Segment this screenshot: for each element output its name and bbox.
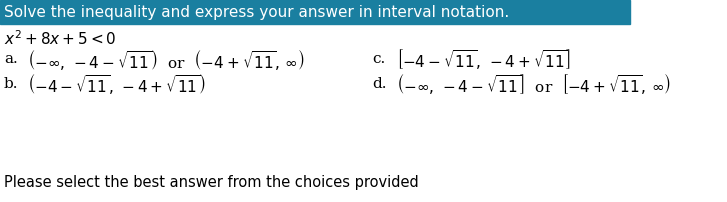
Text: Solve the inequality and express your answer in interval notation.: Solve the inequality and express your an… bbox=[4, 4, 509, 20]
Text: $\left(-4-\sqrt{11},\,-4+\sqrt{11}\right)$: $\left(-4-\sqrt{11},\,-4+\sqrt{11}\right… bbox=[27, 72, 205, 97]
Text: $\left(-\infty,\,-4-\sqrt{11}\right]$  or  $\left[-4+\sqrt{11},\,\infty\right)$: $\left(-\infty,\,-4-\sqrt{11}\right]$ or… bbox=[396, 72, 671, 97]
Text: $\left[-4-\sqrt{11},\,-4+\sqrt{11}\right]$: $\left[-4-\sqrt{11},\,-4+\sqrt{11}\right… bbox=[396, 47, 571, 71]
Text: d.: d. bbox=[372, 77, 387, 91]
Text: a.: a. bbox=[4, 52, 17, 66]
Text: $x^2 + 8x + 5 < 0$: $x^2 + 8x + 5 < 0$ bbox=[4, 30, 116, 48]
Text: b.: b. bbox=[4, 77, 18, 91]
Text: c.: c. bbox=[372, 52, 385, 66]
Text: $\left(-\infty,\,-4-\sqrt{11}\right)$  or  $\left(-4+\sqrt{11},\,\infty\right)$: $\left(-\infty,\,-4-\sqrt{11}\right)$ or… bbox=[27, 46, 305, 72]
FancyBboxPatch shape bbox=[0, 0, 630, 24]
Text: Please select the best answer from the choices provided: Please select the best answer from the c… bbox=[4, 175, 419, 189]
